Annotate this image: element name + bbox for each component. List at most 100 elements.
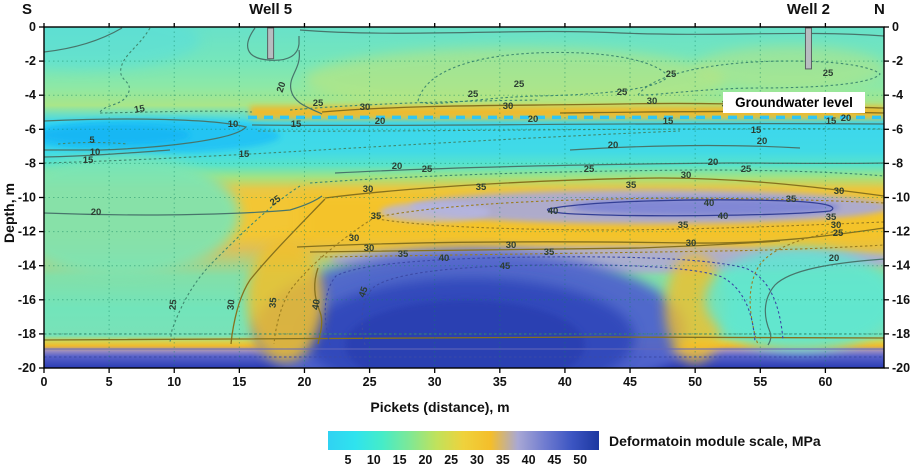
contour-value-label: 40 — [548, 206, 559, 217]
contour-value-label: 35 — [678, 220, 689, 231]
contour-value-label: 35 — [626, 180, 637, 191]
contour-value-label: 40 — [704, 198, 715, 209]
x-tick-label: 40 — [558, 375, 572, 389]
contour-labels: 1520252525252525303030303020202015151515… — [83, 68, 852, 311]
contour-value-label: 35 — [371, 211, 382, 222]
contour-value-label: 20 — [528, 114, 539, 125]
contour-lines — [44, 27, 884, 358]
contour-value-label: 35 — [268, 296, 280, 308]
contour-value-label: 35 — [786, 194, 797, 205]
y-tick-label-right: -18 — [892, 327, 910, 341]
well-markers: Well 5 Well 2 — [249, 1, 830, 70]
contour-value-label: 5 — [89, 135, 95, 146]
y-tick-label-left: -18 — [18, 327, 36, 341]
y-tick-label-right: -14 — [892, 259, 910, 273]
x-tick-label: 45 — [623, 375, 637, 389]
contour-value-label: 15 — [663, 116, 674, 127]
color-scale-tick-label: 35 — [496, 453, 510, 467]
contour-value-label: 45 — [357, 285, 371, 299]
x-tick-label: 60 — [818, 375, 832, 389]
x-tick-label: 25 — [363, 375, 377, 389]
compass-south-label: S — [22, 1, 32, 18]
svg-text:Groundwater level: Groundwater level — [735, 95, 853, 110]
contour-value-label: 40 — [718, 211, 729, 222]
contour-value-label: 15 — [826, 116, 837, 127]
contour-value-label: 20 — [375, 116, 386, 127]
x-tick-label: 0 — [41, 375, 48, 389]
y-tick-label-right: -4 — [892, 88, 903, 102]
color-scale-tick-label: 45 — [547, 453, 561, 467]
y-tick-label-left: -12 — [18, 225, 36, 239]
color-scale-tick-label: 50 — [573, 453, 587, 467]
y-tick-label-left: -16 — [18, 293, 36, 307]
color-scale-tick-label: 40 — [522, 453, 536, 467]
y-tick-label-right: 0 — [892, 20, 899, 34]
y-tick-label-left: -2 — [25, 54, 36, 68]
x-tick-label: 50 — [688, 375, 702, 389]
well-label: Well 2 — [787, 1, 830, 18]
y-tick-label-left: -20 — [18, 361, 36, 375]
well-marker — [267, 27, 275, 60]
contour-value-label: 25 — [741, 164, 752, 175]
y-tick-label-right: -8 — [892, 156, 903, 170]
color-scale: 5 10 15 20 25 30 35 40 45 50 Deformatoin module s… — [328, 431, 821, 467]
contour-value-label: 30 — [226, 299, 238, 310]
color-scale-tick-label: 5 — [345, 453, 352, 467]
y-tick-label-right: -10 — [892, 191, 910, 205]
y-tick-label-left: -10 — [18, 191, 36, 205]
color-scale-tick-label: 15 — [393, 453, 407, 467]
contour-value-label: 30 — [503, 101, 514, 112]
color-scale-tick-label: 30 — [470, 453, 484, 467]
contour-value-label: 25 — [514, 79, 525, 90]
contour-value-label: 20 — [757, 136, 768, 147]
contour-value-label: 40 — [439, 253, 450, 264]
contour-value-label: 25 — [584, 164, 595, 175]
y-tick-label-left: -14 — [18, 259, 36, 273]
x-axis-title: Pickets (distance), m — [370, 399, 509, 415]
color-scale-bar — [328, 431, 599, 450]
contour-value-label: 35 — [826, 212, 837, 223]
contour-value-label: 20 — [392, 161, 403, 172]
y-tick-label-right: -20 — [892, 361, 910, 375]
contour-value-label: 20 — [708, 157, 719, 168]
y-tick-label-right: -16 — [892, 293, 910, 307]
contour-value-label: 10 — [228, 119, 239, 130]
contour-value-label: 30 — [686, 238, 697, 249]
contour-value-label: 35 — [476, 182, 487, 193]
contour-value-label: 15 — [133, 103, 146, 116]
contour-value-label: 25 — [168, 298, 180, 310]
contour-value-label: 30 — [681, 170, 692, 181]
x-tick-label: 35 — [493, 375, 507, 389]
contour-value-label: 30 — [360, 102, 371, 113]
contour-value-label: 30 — [647, 96, 658, 107]
contour-value-label: 25 — [617, 87, 628, 98]
x-tick-label: 10 — [167, 375, 181, 389]
x-tick-label: 15 — [232, 375, 246, 389]
well-label: Well 5 — [249, 1, 292, 18]
contour-value-label: 25 — [823, 68, 834, 79]
contour-value-label: 45 — [500, 261, 511, 272]
contour-value-label: 15 — [751, 125, 762, 136]
contour-value-label: 40 — [310, 298, 323, 310]
contour-value-label: 20 — [275, 80, 289, 93]
y-tick-label-left: 0 — [29, 20, 36, 34]
contour-value-label: 30 — [349, 233, 360, 244]
y-tick-label-right: -6 — [892, 122, 903, 136]
contour-value-label: 20 — [608, 140, 619, 151]
x-tick-label: 20 — [298, 375, 312, 389]
color-scale-tick-label: 20 — [418, 453, 432, 467]
color-scale-title: Deformatoin module scale, MPa — [609, 433, 821, 449]
contour-value-label: 15 — [83, 155, 94, 166]
axis-tick-labels: 0 5 10 15 20 25 30 35 40 45 50 55 600 0-2 -2-4 -4-6 -6-8… — [18, 20, 910, 389]
contour-value-label: 30 — [506, 240, 517, 251]
y-tick-label-left: -8 — [25, 156, 36, 170]
contour-value-label: 20 — [829, 253, 840, 264]
gridlines — [44, 27, 884, 368]
compass-north-label: N — [874, 1, 885, 18]
axis-ticks — [39, 23, 889, 373]
y-tick-label-right: -12 — [892, 225, 910, 239]
y-tick-label-left: -6 — [25, 122, 36, 136]
contour-value-label: 20 — [91, 207, 102, 218]
contour-value-label: 25 — [833, 228, 844, 239]
